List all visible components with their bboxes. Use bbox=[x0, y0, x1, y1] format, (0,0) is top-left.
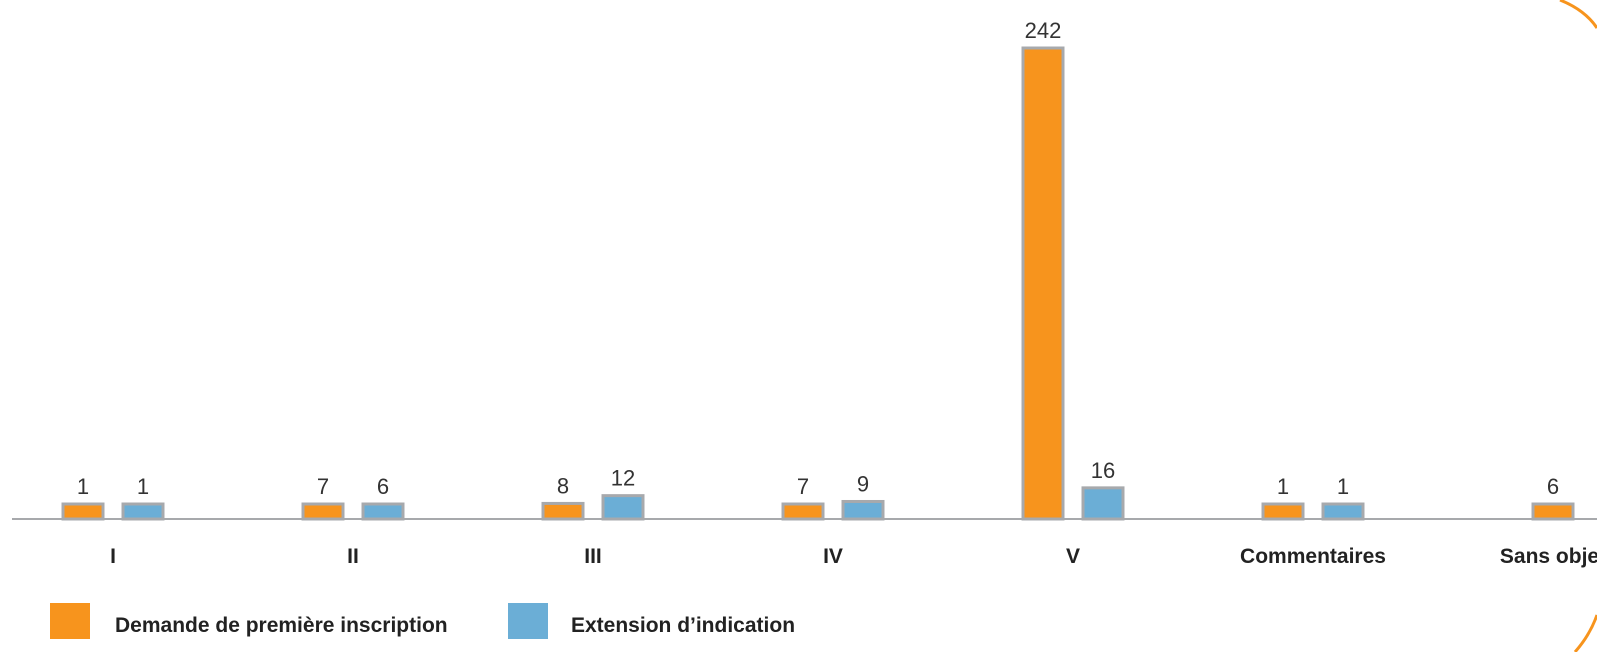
category-label: I bbox=[110, 545, 116, 568]
bar-value-label: 16 bbox=[1091, 458, 1115, 483]
decorative-orange-arc-bottom bbox=[1573, 614, 1597, 652]
bar bbox=[1021, 46, 1065, 521]
bar-value-label: 6 bbox=[1547, 474, 1559, 499]
bar bbox=[1321, 502, 1365, 521]
category-label: II bbox=[347, 545, 359, 568]
category-label: Commentaires bbox=[1240, 545, 1386, 568]
bar bbox=[541, 501, 585, 521]
decorative-orange-arc bbox=[1559, 0, 1597, 29]
bar bbox=[841, 499, 885, 521]
bar-value-label: 12 bbox=[611, 466, 635, 491]
bar-value-label: 7 bbox=[797, 474, 809, 499]
bar-value-label: 8 bbox=[557, 473, 569, 498]
bar bbox=[781, 502, 825, 521]
bar bbox=[301, 502, 345, 521]
bars-layer bbox=[61, 46, 1575, 521]
legend: Demande de première inscription Extensio… bbox=[50, 603, 795, 639]
legend-label-first-registration: Demande de première inscription bbox=[115, 614, 448, 637]
category-label: V bbox=[1066, 545, 1080, 568]
bar bbox=[61, 502, 105, 521]
bar-value-label: 242 bbox=[1025, 18, 1062, 43]
category-label: III bbox=[584, 545, 602, 568]
bar-value-label: 1 bbox=[77, 474, 89, 499]
bar bbox=[1261, 502, 1305, 521]
bar-value-label: 7 bbox=[317, 474, 329, 499]
bar bbox=[1531, 502, 1575, 521]
category-label: Sans objet bbox=[1500, 545, 1597, 568]
bar-value-label: 9 bbox=[857, 471, 869, 496]
bar-value-label: 1 bbox=[137, 474, 149, 499]
bar bbox=[361, 502, 405, 521]
bar-value-label: 6 bbox=[377, 474, 389, 499]
legend-swatch-first-registration bbox=[50, 603, 90, 639]
legend-swatch-indication-extension bbox=[508, 603, 548, 639]
category-label: IV bbox=[823, 545, 843, 568]
bar-value-label: 1 bbox=[1277, 474, 1289, 499]
category-labels-layer: I II III IV V Commentaires Sans objet bbox=[110, 545, 1597, 568]
legend-label-indication-extension: Extension d’indication bbox=[571, 614, 795, 637]
bar bbox=[601, 494, 645, 521]
bar bbox=[1081, 486, 1125, 521]
bar bbox=[121, 502, 165, 521]
bar-value-label: 1 bbox=[1337, 474, 1349, 499]
